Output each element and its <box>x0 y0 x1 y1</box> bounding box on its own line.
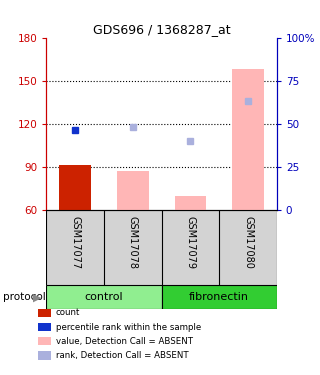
Text: rank, Detection Call = ABSENT: rank, Detection Call = ABSENT <box>56 351 188 360</box>
Text: control: control <box>85 292 123 302</box>
Bar <box>60 165 91 210</box>
Bar <box>162 285 277 309</box>
Text: GSM17080: GSM17080 <box>243 216 253 269</box>
Bar <box>117 171 149 210</box>
Title: GDS696 / 1368287_at: GDS696 / 1368287_at <box>93 23 230 36</box>
Text: GSM17077: GSM17077 <box>70 216 80 269</box>
Text: ▶: ▶ <box>33 292 42 302</box>
Text: value, Detection Call = ABSENT: value, Detection Call = ABSENT <box>56 337 193 346</box>
Text: percentile rank within the sample: percentile rank within the sample <box>56 322 201 332</box>
Bar <box>232 69 264 210</box>
Bar <box>175 196 206 210</box>
Text: protocol: protocol <box>3 292 46 302</box>
Text: GSM17078: GSM17078 <box>128 216 138 269</box>
Text: fibronectin: fibronectin <box>189 292 249 302</box>
Text: count: count <box>56 308 80 317</box>
Bar <box>46 285 162 309</box>
Text: GSM17079: GSM17079 <box>185 216 196 269</box>
